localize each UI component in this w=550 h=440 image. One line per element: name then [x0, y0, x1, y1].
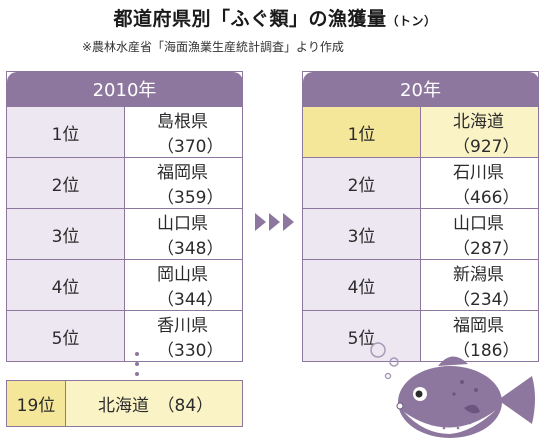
table-row: 1位 島根県（370）: [6, 106, 243, 158]
fish-top-fin: [438, 356, 468, 366]
fish-belly: [404, 410, 496, 434]
table-row-highlight: 1位 北海道（927）: [302, 106, 539, 158]
prefecture-cell: 山口県（348）: [124, 208, 243, 260]
prefecture-cell: 北海道（927）: [420, 106, 539, 158]
bubble-icon: [370, 342, 386, 358]
table-row: 2位 福岡県（359）: [6, 157, 243, 209]
arrow-icon: [255, 213, 266, 231]
prefecture-cell: 島根県（370）: [124, 106, 243, 158]
prefecture-cell: 福岡県（359）: [124, 157, 243, 209]
table-row-highlight: 19位 北海道 （84）: [6, 380, 243, 427]
prefecture-cell: 山口県（287）: [420, 208, 539, 260]
table-row: 2位 石川県（466）: [302, 157, 539, 209]
fish-body: [398, 366, 502, 438]
rank-cell: 5位: [302, 310, 421, 362]
fish-tail: [498, 376, 535, 424]
fish-side-fin: [464, 404, 480, 414]
table-row: 4位 新潟県（234）: [302, 259, 539, 311]
rank-cell: 2位: [6, 157, 125, 209]
rank-cell: 19位: [6, 380, 66, 427]
prefecture-cell: 香川県（330）: [124, 310, 243, 362]
table-header-2010: 2010年: [6, 71, 243, 107]
source-note: ※農林水産省「海面漁業生産統計調査」より作成: [82, 40, 344, 54]
table-row: 3位 山口県（348）: [6, 208, 243, 260]
bubble-icon: [389, 357, 399, 367]
arrow-icon: [269, 213, 280, 231]
table-row: 5位 福岡県（186）: [302, 310, 539, 362]
rank-cell: 2位: [302, 157, 421, 209]
table-row: 3位 山口県（287）: [302, 208, 539, 260]
table-row: 5位 香川県（330）: [6, 310, 243, 362]
prefecture-cell: 福岡県（186）: [420, 310, 539, 362]
arrow-icon: [283, 213, 294, 231]
pufferfish-illustration: [370, 342, 535, 438]
rank-cell: 3位: [302, 208, 421, 260]
prefecture-cell: 石川県（466）: [420, 157, 539, 209]
rank-cell: 1位: [302, 106, 421, 158]
page-title: 都道府県別「ふぐ類」の漁獲量（トン）: [0, 4, 550, 31]
rank-cell: 4位: [6, 259, 125, 311]
dot: [135, 352, 139, 356]
prefecture-cell: 岡山県（344）: [124, 259, 243, 311]
prefecture-cell: 北海道 （84）: [65, 380, 243, 427]
table-header-20: 20年: [302, 71, 539, 107]
ellipsis-dots: [135, 352, 139, 382]
ranking-table-2010: 2010年 1位 島根県（370） 2位 福岡県（359） 3位 山口県（348…: [6, 71, 243, 362]
prefecture-cell: 新潟県（234）: [420, 259, 539, 311]
table-row: 4位 岡山県（344）: [6, 259, 243, 311]
triple-right-arrow-icon: [255, 213, 297, 231]
rank-cell: 4位: [302, 259, 421, 311]
title-main: 都道府県別「ふぐ類」の漁獲量: [113, 8, 387, 30]
dot: [135, 362, 139, 366]
dot: [135, 372, 139, 376]
title-unit: （トン）: [386, 14, 437, 28]
rank-cell: 1位: [6, 106, 125, 158]
rank-cell: 5位: [6, 310, 125, 362]
ranking-table-20: 20年 1位 北海道（927） 2位 石川県（466） 3位 山口県（287） …: [302, 71, 539, 362]
bubble-icon: [384, 372, 392, 380]
rank-cell: 3位: [6, 208, 125, 260]
ranking-row-19: 19位 北海道 （84）: [6, 380, 243, 427]
